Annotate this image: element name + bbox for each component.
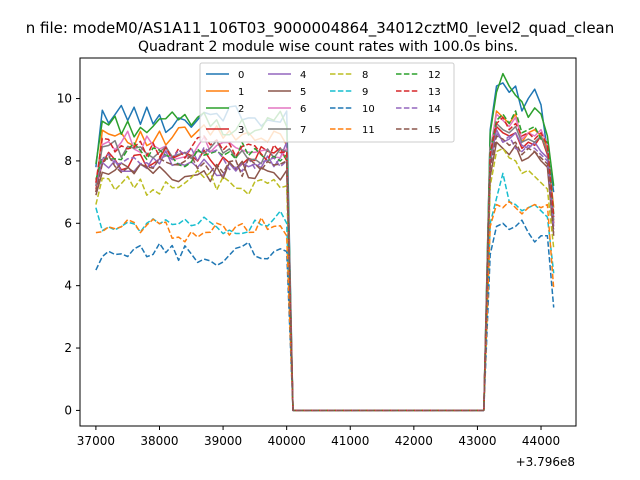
legend-label-15: 15	[428, 125, 441, 136]
y-tick-label: 6	[64, 216, 72, 230]
legend-label-9: 9	[362, 87, 368, 98]
x-tick-label: 41000	[331, 434, 369, 448]
x-tick-label: 42000	[395, 434, 433, 448]
x-axis: 37000 38000 39000 40000 41000 42000 43000 44000	[77, 426, 560, 448]
y-tick-label: 10	[57, 92, 72, 106]
legend-label-8: 8	[362, 70, 368, 81]
legend-label-13: 13	[428, 87, 441, 98]
legend-label-12: 12	[428, 70, 441, 81]
figure-suptitle: n file: modeM0/AS1A11_106T03_9000004864_…	[26, 19, 615, 38]
plot-title: Quadrant 2 module wise count rates with …	[138, 39, 518, 55]
x-tick-label: 37000	[77, 434, 115, 448]
series-line-11	[95, 200, 555, 412]
legend-label-6: 6	[300, 104, 306, 115]
legend-label-1: 1	[238, 87, 244, 98]
legend-label-3: 3	[238, 125, 244, 136]
legend-label-10: 10	[362, 104, 375, 115]
series-line-10	[95, 219, 555, 412]
y-tick-label: 8	[64, 154, 72, 168]
x-tick-label: 40000	[268, 434, 306, 448]
series-line-14	[95, 132, 555, 412]
y-tick-label: 4	[64, 279, 72, 293]
legend-label-11: 11	[362, 125, 375, 136]
legend-label-0: 0	[238, 70, 244, 81]
legend-label-5: 5	[300, 87, 306, 98]
legend-label-2: 2	[238, 104, 244, 115]
y-tick-label: 2	[64, 341, 72, 355]
legend-box	[199, 62, 455, 143]
y-axis: 0 2 4 6 8 10	[57, 92, 80, 417]
x-axis-offset-label: +3.796e8	[516, 455, 575, 469]
x-tick-label: 44000	[522, 434, 560, 448]
x-tick-label: 39000	[204, 434, 242, 448]
x-tick-label: 38000	[140, 434, 178, 448]
series-line-15	[95, 135, 555, 412]
x-tick-label: 43000	[458, 434, 496, 448]
legend-label-4: 4	[300, 70, 306, 81]
legend-label-14: 14	[428, 104, 441, 115]
legend-label-7: 7	[300, 125, 306, 136]
plot-frame	[79, 57, 577, 427]
series-line-13	[95, 116, 555, 412]
series-line-8	[95, 147, 555, 412]
y-tick-label: 0	[64, 403, 72, 417]
